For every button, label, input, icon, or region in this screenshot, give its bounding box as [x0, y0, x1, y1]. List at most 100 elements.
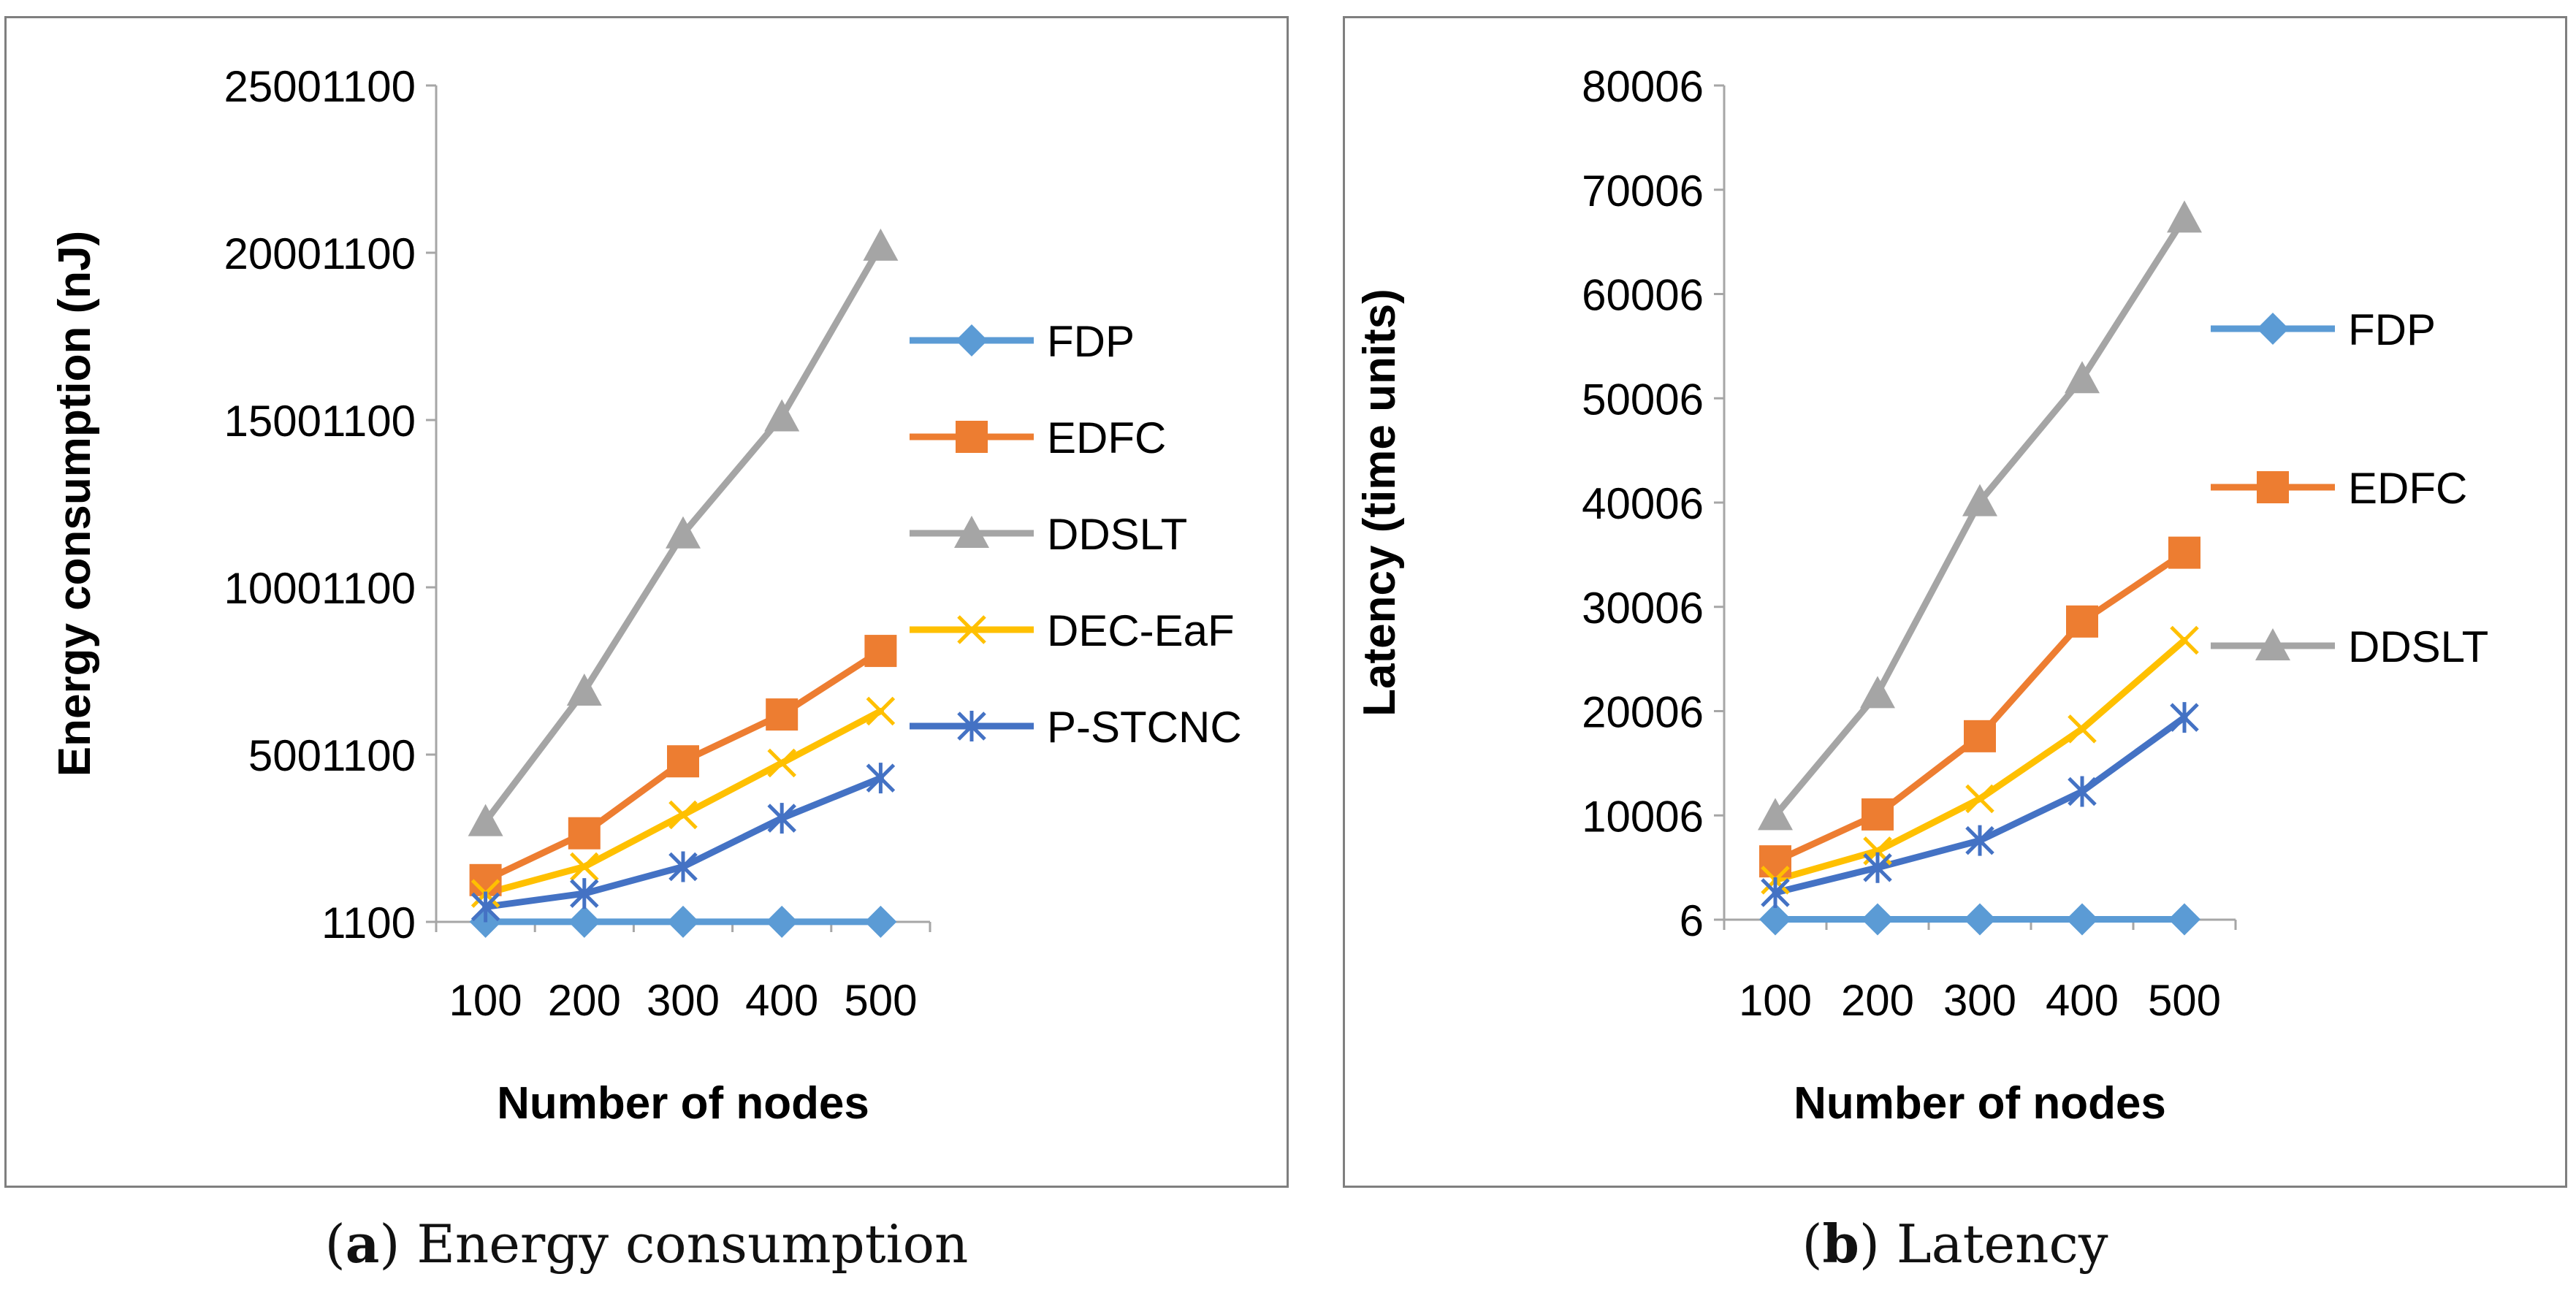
latency-y-tick-label: 70006	[1582, 167, 1704, 215]
energy-legend-label-fdp: FDP	[1047, 317, 1135, 366]
energy-series-line-p-stcnc	[482, 774, 884, 910]
energy-y-tick-label: 25001100	[224, 62, 416, 111]
latency-y-tick-label: 50006	[1582, 375, 1704, 424]
energy-legend-marker-ddslt	[954, 516, 989, 548]
energy-point-dec-eaf	[570, 852, 599, 882]
caption-a-letter: a	[345, 1213, 380, 1275]
latency-point-p-stcnc	[2068, 776, 2097, 807]
energy-point-fdp	[568, 905, 601, 938]
energy-legend-label-p-stcnc: P-STCNC	[1047, 703, 1242, 752]
latency-legend-marker-edfc	[2257, 471, 2289, 503]
latency-point-ddslt	[1962, 484, 1997, 516]
latency-x-tick-label: 100	[1739, 976, 1812, 1025]
latency-x-tick-label: 400	[2046, 976, 2119, 1025]
energy-point-edfc	[568, 817, 601, 850]
latency-point-p-stcnc	[2170, 702, 2199, 733]
energy-point-edfc	[667, 745, 699, 778]
latency-y-tick-label: 40006	[1582, 479, 1704, 528]
energy-point-dec-eaf	[668, 800, 698, 830]
energy-x-tick-label: 100	[449, 976, 522, 1025]
latency-y-tick-label: 30006	[1582, 584, 1704, 633]
latency-y-tick-label: 60006	[1582, 271, 1704, 320]
energy-y-axis-title: Energy consumption (nJ)	[50, 231, 100, 777]
energy-legend-label-ddslt: DDSLT	[1047, 510, 1187, 559]
caption-a-text: Energy consumption	[416, 1213, 969, 1275]
latency-chart-svg: 6 10006 20006 30006 40006 50006 60006 70006 8000…	[1354, 62, 2488, 1129]
energy-legend-marker-edfc	[956, 421, 988, 453]
latency-point-dec-eaf	[2170, 625, 2199, 655]
energy-y-tick-label: 10001100	[224, 564, 416, 613]
energy-point-fdp	[766, 905, 799, 938]
latency-series-line-edfc	[1772, 549, 2188, 865]
latency-y-axis-title: Latency (time units)	[1354, 289, 1405, 717]
latency-point-ddslt	[2167, 200, 2202, 233]
latency-x-tick-label: 200	[1841, 976, 1914, 1025]
energy-point-dec-eaf	[866, 696, 896, 726]
latency-y-tick-label: 6	[1680, 896, 1704, 945]
energy-x-tick-label: 200	[548, 976, 621, 1025]
latency-point-edfc	[1861, 798, 1894, 831]
energy-legend-label-dec-eaf: DEC-EaF	[1047, 606, 1235, 655]
energy-point-p-stcnc	[668, 851, 698, 882]
energy-y-tick-label: 20001100	[224, 229, 416, 278]
energy-y-tick-label: 5001100	[248, 731, 416, 780]
energy-point-edfc	[766, 698, 799, 731]
energy-point-ddslt	[468, 804, 503, 836]
latency-point-ddslt	[1758, 798, 1793, 831]
energy-point-ddslt	[764, 399, 800, 432]
latency-point-edfc	[2066, 605, 2098, 638]
caption-b-text: Latency	[1896, 1213, 2108, 1275]
latency-y-tick-label: 80006	[1582, 62, 1704, 111]
energy-point-fdp	[864, 905, 897, 938]
latency-legend-label-edfc: EDFC	[2348, 464, 2467, 513]
energy-point-p-stcnc	[767, 803, 796, 834]
chart-panel-latency: 6 10006 20006 30006 40006 50006 60006 70006 8000…	[1343, 16, 2567, 1188]
energy-y-tick-label: 15001100	[224, 397, 416, 446]
energy-chart-svg: 1100 5001100 10001100 15001100 20001100 25001…	[50, 62, 1242, 1129]
chart-panel-energy: 1100 5001100 10001100 15001100 20001100 25001…	[4, 16, 1289, 1188]
energy-point-p-stcnc	[470, 891, 500, 923]
latency-y-tick-label: 20006	[1582, 688, 1704, 737]
energy-x-tick-label: 300	[647, 976, 720, 1025]
energy-point-dec-eaf	[767, 748, 796, 778]
energy-legend-marker-p-stcnc	[957, 711, 986, 741]
latency-point-edfc	[1759, 845, 1791, 878]
caption-a: (a) Energy consumption	[324, 1213, 969, 1275]
latency-point-fdp	[2066, 903, 2098, 936]
latency-legend-label-ddslt: DDSLT	[2348, 622, 2488, 671]
latency-point-dec-eaf	[2068, 714, 2097, 744]
energy-point-edfc	[864, 635, 897, 668]
latency-point-p-stcnc	[1863, 852, 1892, 883]
latency-point-edfc	[1964, 720, 1996, 752]
energy-point-p-stcnc	[866, 763, 896, 794]
energy-x-axis-title: Number of nodes	[497, 1078, 869, 1129]
latency-point-ddslt	[1860, 676, 1895, 709]
energy-point-fdp	[667, 905, 699, 938]
energy-y-tick-label: 1100	[321, 899, 416, 947]
latency-x-tick-label: 300	[1943, 976, 2016, 1025]
energy-point-ddslt	[666, 516, 701, 549]
energy-point-edfc	[469, 863, 502, 896]
energy-legend-label-edfc: EDFC	[1047, 413, 1166, 462]
latency-x-axis-title: Number of nodes	[1794, 1078, 2166, 1129]
latency-point-dec-eaf	[1965, 784, 1994, 814]
caption-b: (b) Latency	[1802, 1213, 2108, 1275]
latency-x-tick-label: 500	[2148, 976, 2221, 1025]
latency-legend-marker-ddslt	[2255, 628, 2290, 660]
latency-point-p-stcnc	[1761, 877, 1790, 908]
caption-b-letter: b	[1822, 1213, 1859, 1275]
energy-point-p-stcnc	[570, 878, 599, 909]
latency-point-fdp	[1964, 903, 1996, 936]
latency-point-edfc	[2168, 536, 2200, 569]
latency-legend-label-fdp: FDP	[2348, 305, 2436, 354]
latency-point-fdp	[2168, 903, 2200, 936]
energy-x-tick-label: 400	[745, 976, 818, 1025]
latency-point-fdp	[1861, 903, 1894, 936]
energy-point-ddslt	[566, 674, 602, 706]
energy-point-ddslt	[863, 228, 899, 261]
latency-point-fdp	[1759, 903, 1791, 936]
energy-x-tick-label: 500	[844, 976, 917, 1025]
energy-legend-marker-dec-eaf	[957, 615, 986, 644]
latency-point-ddslt	[2065, 361, 2100, 394]
energy-legend-marker-fdp	[956, 324, 988, 356]
